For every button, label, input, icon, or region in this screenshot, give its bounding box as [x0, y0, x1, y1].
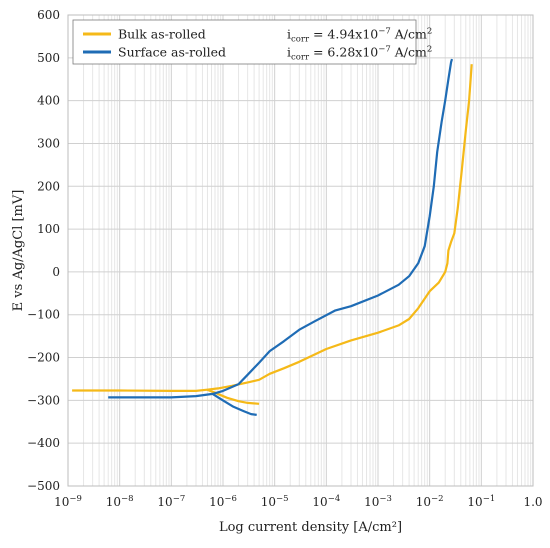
- y-tick-label: −100: [27, 308, 60, 322]
- x-tick-label: 10−6: [209, 494, 237, 509]
- surface-anodic-line: [108, 58, 454, 399]
- y-tick-label: 100: [37, 222, 60, 236]
- y-tick-labels: 600 500 400 300 200 100 0 −100 −200 −300 −400 −500: [27, 8, 60, 493]
- x-axis-title-text: Log current density [A/cm²]: [219, 520, 402, 535]
- surface-cathodic-line: [212, 392, 257, 416]
- y-tick-label: 500: [37, 51, 60, 65]
- y-tick-label: −200: [27, 351, 60, 365]
- series-layer: [72, 58, 473, 416]
- y-axis-title: E vs Ag/AgCl [mV]: [11, 190, 26, 312]
- x-axis-title: Log current density [A/cm²]: [219, 520, 402, 535]
- bulk-icorr-label: icorr = 4.94x10−7 A/cm2: [287, 27, 432, 45]
- y-tick-label: −300: [27, 393, 60, 407]
- x-tick-label: 10−8: [106, 494, 134, 509]
- y-tick-label: −500: [27, 479, 60, 493]
- x-tick-label: 1.0: [523, 495, 542, 509]
- bulk-anodic-line: [72, 64, 473, 392]
- plot-frame: [67, 14, 534, 487]
- x-tick-labels: 10−9 10−8 10−7 10−6 10−5 10−4 10−3 10−2 10−1 1.0: [54, 494, 542, 509]
- y-tick-label: 400: [37, 94, 60, 108]
- y-tick-label: −400: [27, 436, 60, 450]
- x-tick-label: 10−9: [54, 494, 82, 509]
- bulk-legend-label: Bulk as-rolled: [118, 27, 206, 42]
- x-tick-label: 10−5: [261, 494, 289, 509]
- y-tick-label: 200: [37, 179, 60, 193]
- x-tick-label: 10−1: [467, 494, 495, 509]
- surface-icorr-label: icorr = 6.28x10−7 A/cm2: [287, 45, 432, 63]
- legend-box: [72, 19, 417, 65]
- surface-legend-label: Surface as-rolled: [118, 45, 226, 60]
- y-tick-label: 600: [37, 8, 60, 22]
- x-tick-label: 10−4: [312, 494, 340, 509]
- bulk-cathodic-line: [206, 388, 260, 405]
- y-tick-label: 300: [37, 136, 60, 150]
- x-tick-label: 10−7: [157, 494, 185, 509]
- grid: [67, 14, 533, 487]
- y-tick-label: 0: [52, 265, 60, 279]
- x-tick-label: 10−2: [416, 494, 444, 509]
- x-tick-label: 10−3: [364, 494, 392, 509]
- legend: Bulk as-rolled icorr = 4.94x10−7 A/cm2 Sur…: [72, 19, 432, 65]
